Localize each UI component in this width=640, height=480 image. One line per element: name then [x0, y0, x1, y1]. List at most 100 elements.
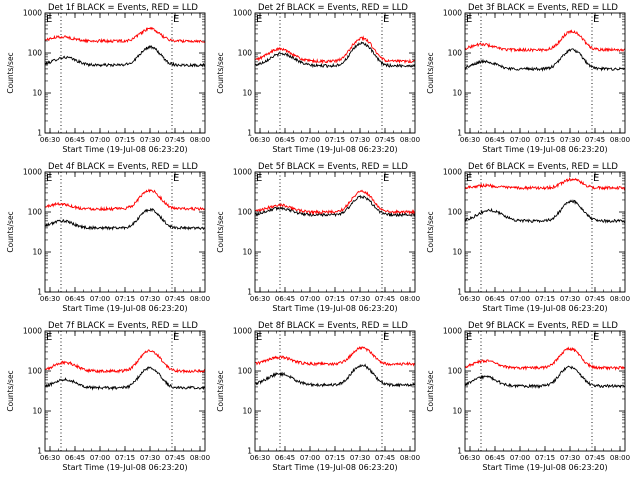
series-events-line — [44, 366, 206, 391]
x-tick-label: 07:15 — [325, 136, 345, 144]
plot-frame — [464, 330, 626, 452]
panel-det-9: Det 9f BLACK = Events, RED = LLD Counts/s… — [426, 321, 630, 472]
panel-title: Det 4f BLACK = Events, RED = LLD — [48, 162, 198, 172]
x-tick-label: 07:45 — [585, 136, 605, 144]
x-tick-label: 07:15 — [325, 295, 345, 303]
x-tick-label: 08:00 — [400, 295, 420, 303]
panel-det-8: Det 8f BLACK = Events, RED = LLD Counts/s… — [216, 321, 420, 472]
x-tick-label: 07:45 — [375, 295, 395, 303]
flag-label-start: E — [466, 14, 472, 25]
x-tick-label: 07:00 — [300, 454, 320, 462]
y-axis-label: Counts/sec — [216, 211, 225, 252]
x-tick-label: 07:45 — [165, 454, 185, 462]
x-tick-label: 07:00 — [90, 295, 110, 303]
panel-title: Det 1f BLACK = Events, RED = LLD — [48, 3, 198, 13]
y-tick-label: 100 — [448, 367, 463, 376]
x-tick-label: 06:45 — [485, 295, 505, 303]
y-axis-label: Counts/sec — [216, 370, 225, 411]
flag-label-start: E — [256, 332, 262, 343]
panel-det-3: Det 3f BLACK = Events, RED = LLD Counts/s… — [426, 3, 630, 154]
panel-det-2: Det 2f BLACK = Events, RED = LLD Counts/s… — [216, 3, 420, 154]
series-lld-line — [44, 188, 206, 212]
flag-label-start: E — [466, 173, 472, 184]
x-tick-label: 07:15 — [535, 136, 555, 144]
panel-det-5: Det 5f BLACK = Events, RED = LLD Counts/s… — [216, 162, 420, 313]
y-axis-label: Counts/sec — [6, 211, 15, 252]
x-tick-label: 07:45 — [375, 454, 395, 462]
series-lld-line — [254, 189, 416, 216]
x-tick-label: 07:30 — [140, 295, 160, 303]
flag-label-end: E — [383, 173, 389, 184]
x-tick-label: 08:00 — [190, 454, 210, 462]
y-axis-label: Counts/sec — [426, 52, 435, 93]
x-tick-label: 07:30 — [140, 136, 160, 144]
y-tick-label: 10 — [452, 248, 462, 257]
series-lld-line — [464, 29, 626, 53]
x-tick-label: 06:45 — [275, 295, 295, 303]
x-tick-label: 07:00 — [90, 136, 110, 144]
series-events-line — [254, 363, 416, 388]
x-tick-label: 08:00 — [190, 136, 210, 144]
x-tick-label: 07:00 — [300, 295, 320, 303]
y-tick-label: 1 — [457, 288, 462, 297]
x-tick-label: 07:45 — [585, 295, 605, 303]
x-tick-label: 06:45 — [65, 295, 85, 303]
x-axis-label: Start Time (19-Jul-08 06:23:20) — [62, 304, 187, 313]
flag-label-start: E — [46, 173, 52, 184]
plot-frame — [44, 12, 206, 134]
y-tick-label: 100 — [238, 208, 253, 217]
y-tick-label: 10 — [452, 89, 462, 98]
x-tick-label: 06:45 — [65, 454, 85, 462]
y-tick-label: 100 — [28, 208, 43, 217]
x-tick-label: 06:45 — [65, 136, 85, 144]
panel-det-7: Det 7f BLACK = Events, RED = LLD Counts/s… — [6, 321, 210, 472]
x-tick-label: 07:15 — [535, 454, 555, 462]
series-events-line — [44, 45, 206, 68]
flag-label-end: E — [383, 332, 389, 343]
plot-frame — [464, 171, 626, 293]
y-tick-label: 100 — [238, 49, 253, 58]
x-tick-label: 06:30 — [250, 454, 270, 462]
x-tick-label: 06:45 — [275, 454, 295, 462]
x-tick-label: 06:30 — [250, 136, 270, 144]
plot-frame — [44, 171, 206, 293]
x-tick-label: 06:30 — [460, 295, 480, 303]
y-tick-label: 100 — [28, 49, 43, 58]
x-tick-label: 07:15 — [535, 295, 555, 303]
x-axis-label: Start Time (19-Jul-08 06:23:20) — [62, 145, 187, 154]
series-lld-line — [464, 177, 626, 191]
flag-label-end: E — [383, 14, 389, 25]
y-tick-label: 1 — [37, 288, 42, 297]
y-axis-label: Counts/sec — [426, 370, 435, 411]
x-tick-label: 07:15 — [115, 295, 135, 303]
y-tick-label: 10 — [32, 89, 42, 98]
x-tick-label: 07:30 — [140, 454, 160, 462]
flag-label-end: E — [593, 173, 599, 184]
plot-frame — [254, 12, 416, 134]
x-tick-label: 08:00 — [400, 454, 420, 462]
x-tick-label: 07:15 — [325, 454, 345, 462]
series-events-line — [44, 207, 206, 231]
x-tick-label: 06:30 — [250, 295, 270, 303]
plot-frame — [464, 12, 626, 134]
flag-label-start: E — [466, 332, 472, 343]
flag-label-start: E — [46, 14, 52, 25]
x-tick-label: 07:30 — [350, 136, 370, 144]
y-tick-label: 10 — [242, 407, 252, 416]
panel-title: Det 5f BLACK = Events, RED = LLD — [258, 162, 408, 172]
series-events-line — [254, 194, 416, 218]
panel-title: Det 6f BLACK = Events, RED = LLD — [468, 162, 618, 172]
series-lld-line — [44, 349, 206, 375]
x-tick-label: 06:45 — [485, 454, 505, 462]
flag-label-start: E — [256, 173, 262, 184]
flag-label-end: E — [173, 332, 179, 343]
x-tick-label: 06:30 — [460, 454, 480, 462]
x-tick-label: 07:00 — [90, 454, 110, 462]
y-axis-label: Counts/sec — [6, 370, 15, 411]
x-tick-label: 06:45 — [485, 136, 505, 144]
x-axis-label: Start Time (19-Jul-08 06:23:20) — [272, 463, 397, 472]
series-lld-line — [464, 346, 626, 371]
series-events-line — [464, 48, 626, 72]
y-tick-label: 1000 — [23, 9, 42, 18]
y-tick-label: 100 — [238, 367, 253, 376]
